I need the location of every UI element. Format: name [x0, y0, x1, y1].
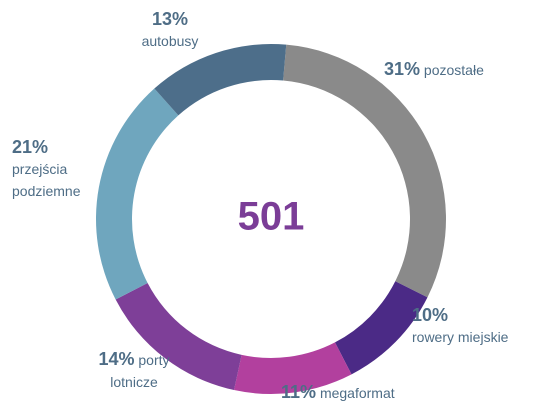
category-label: megaformat: [319, 385, 395, 401]
value-label: 14%: [98, 349, 135, 369]
donut-segment: [154, 43, 287, 116]
category-label: rowery miejskie: [412, 329, 509, 345]
segment-label: 14% porty lotnicze: [86, 348, 182, 393]
segment-label: 21% przejścia podziemne: [12, 136, 112, 202]
category-label: porty lotnicze: [110, 352, 170, 390]
segment-label: 13% autobusy: [120, 8, 220, 52]
value-label: 31%: [384, 59, 421, 79]
category-label: przejścia podziemne: [12, 161, 81, 199]
category-label: autobusy: [141, 33, 199, 49]
value-label: 10%: [412, 305, 449, 325]
segment-label: 31% pozostałe: [384, 58, 534, 81]
value-label: 21%: [12, 137, 49, 157]
center-total: 501: [238, 195, 305, 239]
category-label: pozostałe: [423, 62, 484, 78]
value-label: 11%: [281, 382, 317, 402]
segment-label: 11% megaformat: [281, 381, 441, 404]
donut-segment: [95, 88, 179, 300]
segment-label: 10% rowery miejskie: [412, 304, 541, 348]
donut-segment: [283, 44, 446, 298]
donut-segment: [334, 281, 428, 375]
donut-segment: [115, 282, 242, 391]
value-label: 13%: [151, 9, 189, 29]
donut-segment: [234, 342, 352, 395]
